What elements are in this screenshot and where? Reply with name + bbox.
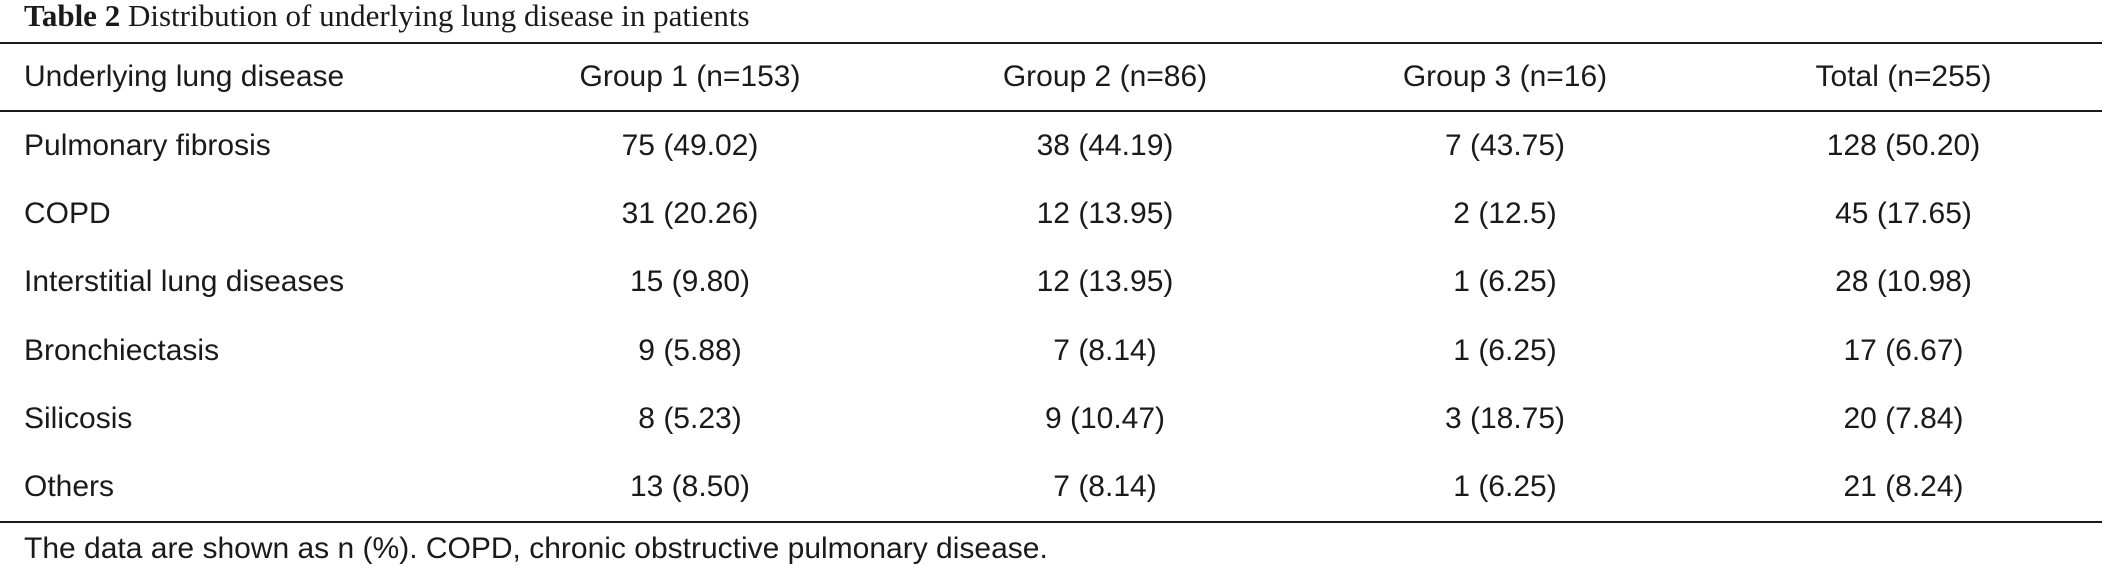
table-header-row: Underlying lung disease Group 1 (n=153) … xyxy=(0,42,2102,112)
column-header-group-1: Group 1 (n=153) xyxy=(475,42,905,112)
cell-group-3: 1 (6.25) xyxy=(1453,265,1557,299)
cell-group-1: 8 (5.23) xyxy=(638,402,742,436)
table-row: Pulmonary fibrosis 75 (49.02) 38 (44.19)… xyxy=(0,111,2102,180)
table-row: Others 13 (8.50) 7 (8.14) 1 (6.25) 21 (8… xyxy=(0,453,2102,523)
cell-group-1: 31 (20.26) xyxy=(621,196,759,230)
cell-group-2: 7 (8.14) xyxy=(905,453,1305,523)
row-label: Others xyxy=(0,453,475,523)
cell-group-3: 3 (18.75) xyxy=(1444,402,1566,436)
cell-group-1: 13 (8.50) xyxy=(475,453,905,523)
cell-total: 20 (7.84) xyxy=(1843,402,1964,436)
cell-group-2: 9 (10.47) xyxy=(1044,402,1166,436)
cell-group-1: 75 (49.02) xyxy=(621,128,759,162)
cell-group-3: 2 (12.5) xyxy=(1453,196,1557,230)
cell-group-2: 38 (44.19) xyxy=(1036,128,1174,162)
table-row: COPD 31 (20.26) 12 (13.95) 2 (12.5) 45 (… xyxy=(0,180,2102,249)
cell-group-3: 1 (6.25) xyxy=(1305,453,1705,523)
data-table-container: Underlying lung disease Group 1 (n=153) … xyxy=(0,42,2102,523)
table-row: Silicosis 8 (5.23) 9 (10.47) 3 (18.75) 2… xyxy=(0,385,2102,454)
cell-group-1: 9 (5.88) xyxy=(638,333,742,367)
row-label: Pulmonary fibrosis xyxy=(24,128,271,162)
table-title: Distribution of underlying lung disease … xyxy=(127,0,750,33)
table-caption: Table 2 Distribution of underlying lung … xyxy=(24,0,750,40)
column-header-disease: Underlying lung disease xyxy=(0,42,475,112)
cell-group-1: 15 (9.80) xyxy=(629,265,751,299)
column-header-group-2: Group 2 (n=86) xyxy=(905,42,1305,112)
cell-group-2: 12 (13.95) xyxy=(1036,265,1174,299)
row-label: COPD xyxy=(24,196,111,230)
cell-total: 21 (8.24) xyxy=(1705,453,2102,523)
cell-group-2: 12 (13.95) xyxy=(1036,196,1174,230)
cell-total: 17 (6.67) xyxy=(1843,333,1964,367)
data-table: Underlying lung disease Group 1 (n=153) … xyxy=(0,42,2102,523)
cell-total: 28 (10.98) xyxy=(1835,265,1972,299)
table-row: Bronchiectasis 9 (5.88) 7 (8.14) 1 (6.25… xyxy=(0,317,2102,386)
cell-group-3: 7 (43.75) xyxy=(1444,128,1566,162)
table-footnote: The data are shown as n (%). COPD, chron… xyxy=(24,532,1048,565)
column-header-total: Total (n=255) xyxy=(1705,42,2102,112)
row-label: Bronchiectasis xyxy=(24,333,220,367)
row-label: Interstitial lung diseases xyxy=(24,265,345,299)
cell-group-2: 7 (8.14) xyxy=(1053,333,1157,367)
cell-group-3: 1 (6.25) xyxy=(1453,333,1557,367)
column-header-group-3: Group 3 (n=16) xyxy=(1305,42,1705,112)
cell-total: 128 (50.20) xyxy=(1826,128,1981,162)
table-row: Interstitial lung diseases 15 (9.80) 12 … xyxy=(0,248,2102,317)
cell-total: 45 (17.65) xyxy=(1835,196,1972,230)
row-label: Silicosis xyxy=(24,402,133,436)
table-label: Table 2 xyxy=(24,0,121,33)
